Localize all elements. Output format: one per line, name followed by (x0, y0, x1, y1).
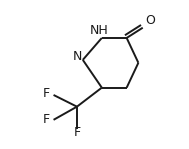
Text: O: O (145, 14, 155, 27)
Text: F: F (43, 87, 50, 100)
Text: NH: NH (90, 24, 108, 37)
Text: N: N (72, 51, 82, 63)
Text: F: F (43, 113, 50, 126)
Text: F: F (73, 127, 81, 139)
